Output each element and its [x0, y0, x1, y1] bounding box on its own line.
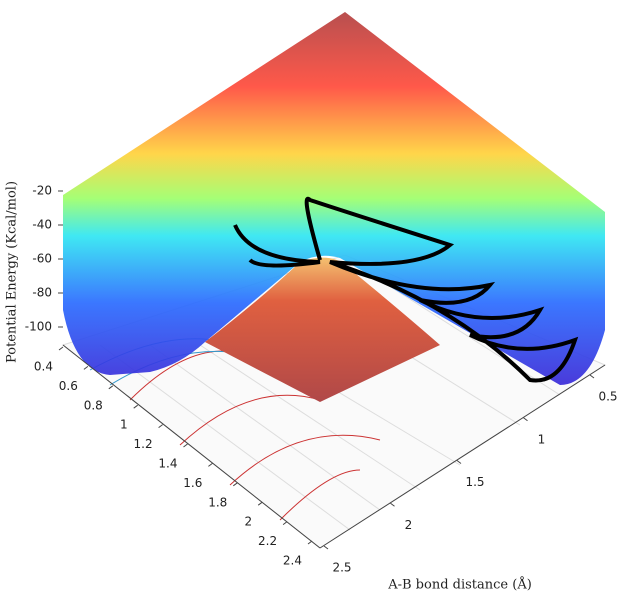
- x-tick: [83, 365, 89, 370]
- z-tick-label: -80: [32, 286, 52, 300]
- y-tick-label: 1: [538, 432, 546, 446]
- z-tick-label: -60: [32, 252, 52, 266]
- x-tick: [183, 443, 188, 448]
- z-tick-label: -40: [32, 218, 52, 232]
- y-tick-label: 0.5: [598, 390, 617, 404]
- y-tick-label: 1.5: [465, 475, 484, 489]
- x-tick: [58, 346, 64, 351]
- trajectory: [233, 196, 579, 383]
- x-tick-label: 0.8: [84, 398, 103, 412]
- x-tick-label: 1.8: [208, 495, 227, 509]
- x-tick-label: 2: [245, 515, 253, 529]
- x-axis: [62, 344, 321, 549]
- x-tick: [158, 424, 163, 429]
- x-tick: [307, 540, 313, 545]
- x-tick: [133, 404, 138, 409]
- x-tick-label: 1.2: [134, 437, 153, 451]
- x-tick-label: 1.4: [158, 457, 177, 471]
- x-tick: [108, 385, 114, 390]
- surface: [63, 12, 605, 385]
- x-tick-label: 0.6: [59, 379, 78, 393]
- z-axis-label: Potential Energy (Kcal/mol): [5, 181, 20, 363]
- x-tick-label: 2.2: [258, 534, 277, 548]
- x-tick-label: 0.4: [34, 360, 53, 374]
- y-tick: [589, 374, 595, 379]
- x-tick-label: 1: [120, 418, 128, 432]
- y-tick: [323, 545, 329, 550]
- y-tick-label: 2: [405, 518, 413, 532]
- z-tick-label: -20: [32, 184, 52, 198]
- y-axis: [319, 364, 606, 549]
- x-tick: [282, 521, 288, 525]
- x-tick: [208, 462, 213, 467]
- surface-ridge: [205, 257, 440, 402]
- x-tick: [233, 482, 238, 487]
- x-tick-label: 1.6: [183, 476, 202, 490]
- x-tick: [257, 501, 263, 506]
- y-axis-label: A-B bond distance (Å): [387, 577, 532, 593]
- y-tick-label: 2.5: [332, 561, 351, 575]
- z-tick-label: -100: [25, 320, 52, 334]
- y-tick: [456, 460, 462, 464]
- y-tick: [390, 502, 395, 507]
- y-tick: [523, 417, 528, 422]
- x-tick-label: 2.4: [283, 554, 302, 568]
